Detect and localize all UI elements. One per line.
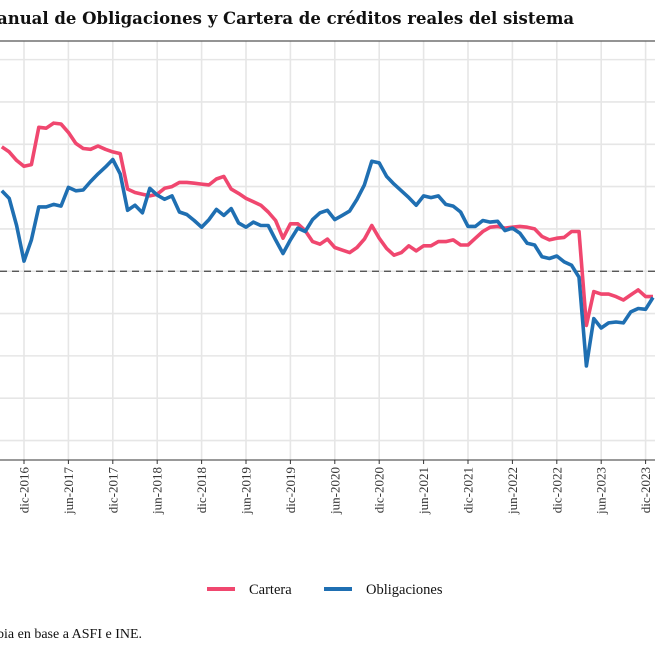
series-line-cartera	[0, 121, 653, 328]
legend: Cartera Obligaciones	[207, 582, 443, 598]
x-tick-label: jun-2018	[150, 467, 165, 515]
legend-label-obligaciones: Obligaciones	[366, 582, 443, 598]
chart-caption: bia en base a ASFI e INE.	[0, 627, 142, 642]
x-tick-label: jun-2022	[505, 467, 520, 515]
x-tick-label: dic-2021	[461, 467, 476, 513]
x-tick-label: dic-2018	[194, 467, 209, 513]
x-tick-label: dic-2016	[17, 467, 32, 514]
x-tick-label: jun-2023	[594, 467, 609, 515]
x-tick-label: dic-2023	[638, 467, 653, 513]
x-tick-label: jun-2017	[61, 467, 76, 515]
x-tick-label: dic-2017	[105, 467, 120, 514]
x-tick-label: dic-2022	[549, 467, 564, 513]
series-lines	[0, 121, 655, 368]
gridlines	[0, 41, 655, 460]
x-tick-label: jun-2020	[327, 467, 342, 515]
x-tick-labels: dic-2016 jun-2017 dic-2017 jun-2018 dic-2018…	[17, 460, 653, 515]
x-tick-label: dic-2020	[372, 467, 387, 513]
x-tick-label: dic-2019	[283, 467, 298, 513]
chart-title: anual de Obligaciones y Cartera de crédi…	[0, 9, 574, 28]
x-tick-label: jun-2019	[239, 467, 254, 515]
legend-label-cartera: Cartera	[249, 582, 292, 598]
x-tick-label: jun-2021	[416, 467, 431, 515]
series-line-obligaciones	[0, 157, 655, 368]
